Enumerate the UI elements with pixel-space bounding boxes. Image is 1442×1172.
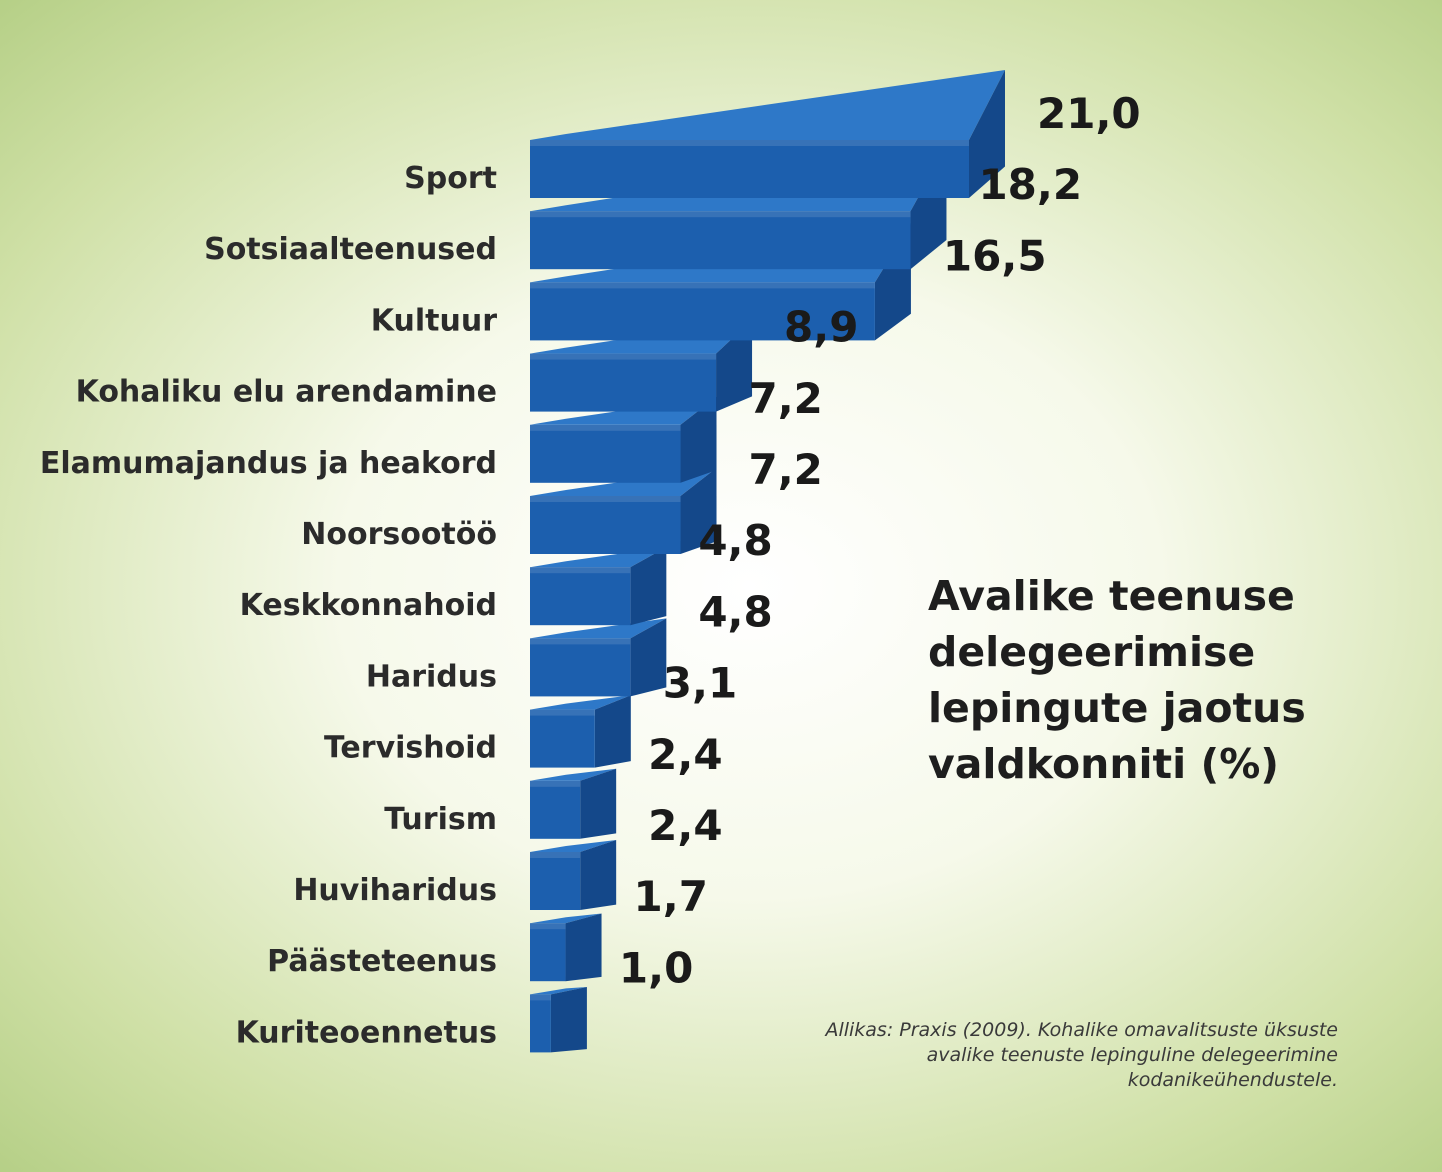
bar-10 — [530, 839, 617, 910]
title-line-1: Avalike teenuse — [928, 572, 1295, 620]
bar-top-face — [530, 839, 617, 852]
bar-top-face — [530, 695, 631, 710]
title-line-4: valdkonniti (%) — [928, 740, 1280, 788]
bar-front-face — [530, 638, 631, 697]
value-label-2: 16,5 — [943, 231, 1047, 280]
bar-6 — [530, 547, 667, 626]
value-label-6: 4,8 — [698, 516, 772, 565]
bar-side-face — [580, 768, 617, 839]
bar-shade — [530, 994, 551, 1001]
bar-side-face — [716, 319, 753, 412]
value-label-3: 8,9 — [784, 303, 858, 352]
bar-side-face — [680, 396, 717, 483]
value-label-11: 1,7 — [634, 872, 708, 921]
category-label-12: Kuriteoennetus — [236, 1015, 497, 1050]
bar-shade — [530, 852, 581, 858]
source-line-3: kodanikeühendustele. — [1127, 1069, 1338, 1091]
category-label-6: Keskkonnahoid — [240, 588, 497, 623]
source-line-1: Allikas: Praxis (2009). Kohalike omavali… — [825, 1019, 1338, 1041]
bar-top-face — [530, 987, 587, 995]
bar-shade — [530, 780, 581, 787]
bar-12 — [530, 987, 587, 1053]
value-label-4: 7,2 — [749, 374, 823, 423]
bar-9 — [530, 768, 617, 839]
source-line-2: avalike teenuste lepinguline delegeerimi… — [926, 1044, 1338, 1066]
bar-side-face — [680, 467, 717, 554]
bar-front-face — [530, 282, 875, 341]
bar-side-face — [630, 547, 667, 626]
bar-shade — [530, 424, 681, 431]
title-line-2: delegeerimise — [928, 628, 1256, 676]
bar-shade — [530, 923, 566, 930]
bar-front-face — [530, 780, 581, 839]
bar-top-face — [530, 768, 617, 781]
bar-shade — [530, 709, 595, 716]
bar-top-face — [530, 913, 602, 924]
bar-0 — [530, 70, 1005, 198]
value-label-12: 1,0 — [619, 943, 693, 992]
bar-front-face — [530, 140, 969, 198]
bar-front-face — [530, 353, 717, 412]
bar-front-face — [530, 923, 566, 982]
category-label-0: Sport — [404, 161, 497, 196]
category-label-8: Tervishoid — [324, 731, 497, 766]
bar-front-face — [530, 424, 681, 483]
value-label-0: 21,0 — [1037, 89, 1141, 138]
category-label-5: Noorsootöö — [301, 517, 497, 552]
bar-shade — [530, 140, 969, 146]
bar-side-face — [594, 695, 631, 768]
bar-shade — [530, 638, 631, 645]
bar-11 — [530, 913, 602, 982]
bar-side-face — [969, 70, 1005, 198]
category-label-3: Kohaliku elu arendamine — [76, 375, 497, 410]
bar-top-face — [530, 70, 1005, 140]
value-label-8: 3,1 — [663, 659, 737, 708]
bar-7 — [530, 618, 667, 697]
bar-side-face — [580, 839, 617, 910]
category-label-11: Päästeteenus — [267, 944, 497, 979]
bar-shade — [530, 567, 631, 574]
bar-front-face — [530, 709, 595, 768]
value-label-1: 18,2 — [978, 160, 1082, 209]
bar-side-face — [565, 913, 602, 982]
bar-side-face — [550, 987, 587, 1053]
bar-front-face — [530, 994, 551, 1053]
value-label-9: 2,4 — [648, 730, 722, 779]
bar-shade — [530, 211, 911, 218]
title-line-3: lepingute jaotus — [928, 684, 1306, 732]
bar-shade — [530, 353, 717, 360]
bar-front-face — [530, 496, 681, 554]
bar-front-face — [530, 211, 911, 270]
bar-front-face — [530, 852, 581, 910]
category-label-1: Sotsiaalteenused — [204, 232, 497, 267]
bar-front-face — [530, 567, 631, 626]
category-label-4: Elamumajandus ja heakord — [40, 446, 497, 481]
category-label-2: Kultuur — [371, 303, 497, 338]
chart-title: Avalike teenuse delegeerimise lepingute … — [928, 568, 1348, 792]
category-label-10: Huviharidus — [293, 873, 497, 908]
category-label-9: Turism — [384, 802, 497, 837]
value-label-7: 4,8 — [698, 587, 772, 636]
bar-8 — [530, 695, 631, 768]
bar-shade — [530, 282, 875, 289]
value-label-5: 7,2 — [749, 445, 823, 494]
category-label-7: Haridus — [366, 659, 497, 694]
bar-5 — [530, 467, 717, 554]
bar-side-face — [630, 618, 667, 697]
source-note: Allikas: Praxis (2009). Kohalike omavali… — [760, 1018, 1338, 1093]
bar-shade — [530, 496, 681, 502]
value-label-10: 2,4 — [648, 801, 722, 850]
